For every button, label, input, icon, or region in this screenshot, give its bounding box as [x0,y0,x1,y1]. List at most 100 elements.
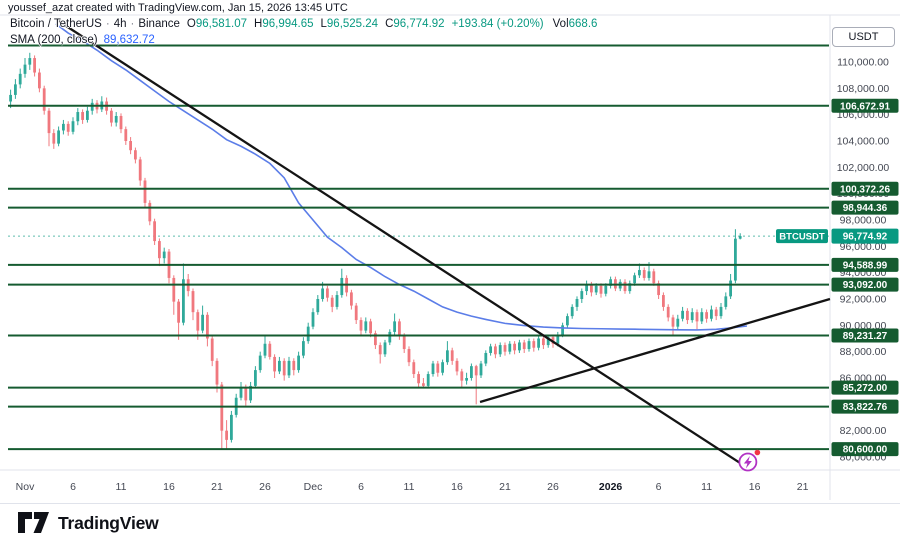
candle-body [134,150,137,160]
time-tick-label: Dec [304,481,323,493]
candle-body [364,321,368,331]
candle-body [503,345,507,352]
price-level-badge [831,257,899,272]
candle-body [52,133,56,144]
sma-indicator-label[interactable]: SMA (200, close) [10,34,98,46]
current-price-badge [831,228,899,244]
candle-body [714,309,718,317]
time-tick-label: Nov [16,481,35,493]
price-tick-label: 102,000.00 [837,162,890,174]
candle-body [215,360,219,385]
price-level-badge [831,399,899,414]
time-tick-label: 21 [797,481,809,493]
descending-trendline[interactable] [56,18,745,467]
candle-body [518,342,521,351]
candle-body [388,331,392,343]
alert-dot [754,449,761,456]
candle-body [657,283,660,296]
tradingview-logo[interactable]: TradingView [18,512,159,534]
candle-body [686,310,689,321]
high-value: 96,994.65 [262,18,314,30]
candle-body [465,378,468,381]
candle-body [330,297,334,307]
exchange-label[interactable]: Binance [138,18,180,30]
candle-body [580,291,584,299]
price-level-badge [831,181,899,196]
price-level-badge [831,98,899,113]
candle-body [225,430,228,440]
high-label: H [254,18,263,30]
candle-body [14,84,17,95]
candle-body [734,238,737,281]
candle-body [719,306,723,317]
candle-body [474,366,478,376]
candle-body [542,338,545,346]
indicator-legend: SMA (200, close) 89,632.72 [10,34,597,46]
candle-body [671,317,675,327]
time-tick-label: 16 [163,481,175,493]
symbol-legend: Bitcoin / TetherUS · 4h · Binance O96,581.07 H… [10,18,597,30]
ascending-trendline[interactable] [479,297,831,404]
candle-body [9,94,12,102]
candle-body [244,387,248,401]
time-tick-label: 16 [451,481,463,493]
time-tick-label: 16 [749,481,761,493]
price-tick-label: 96,000.00 [840,241,887,253]
change-value: +193.84 (+0.20%) [451,18,544,30]
candle-body [494,346,497,355]
candle-body [450,350,454,361]
time-tick-label: 6 [358,481,364,493]
candle-body [316,299,320,313]
candle-body [196,312,200,331]
symbol-price-label [776,229,828,244]
candle-body [306,326,310,342]
candle-body [599,285,603,294]
candle-body [153,221,156,242]
price-level-badge-text: 89,231.27 [843,331,888,342]
interval-label[interactable]: 4h [113,18,127,30]
candle-body [724,296,728,307]
currency-usdt-button[interactable]: USDT [832,27,895,47]
candle-body [729,280,732,297]
price-level-badge [831,442,899,457]
price-tick-label: 92,000.00 [840,294,887,306]
candle-body [282,360,286,376]
candle-body [417,374,420,384]
time-tick-label: 21 [211,481,223,493]
candle-body [647,271,651,278]
candle-body [239,387,243,398]
tradingview-logo-mark [18,512,49,533]
candle-body [38,72,41,89]
candle-body [292,360,296,371]
price-tick-label: 98,000.00 [840,215,887,227]
price-level-badge [831,328,899,343]
candle-body [340,277,344,296]
candle-body [570,306,574,317]
candle-body [676,318,680,327]
time-tick-label: 21 [499,481,511,493]
candle-body [623,281,627,292]
candle-body [422,383,425,386]
candle-body [407,349,411,363]
price-level-badge [831,277,899,292]
candle-body [263,343,267,356]
legend-separator: · [130,18,135,30]
sma-200-line[interactable] [55,23,748,331]
low-value: 96,525.24 [326,18,379,30]
candle-body [710,309,713,319]
symbol-title[interactable]: Bitcoin / TetherUS [10,18,102,30]
candle-body [76,112,80,122]
candle-body [143,180,147,203]
close-value: 96,774.92 [393,18,445,30]
candle-body [441,362,444,373]
candle-body [393,321,396,332]
time-tick-label: 11 [404,481,415,493]
time-tick-label: 6 [70,481,76,493]
candle-body [609,279,612,286]
price-tick-label: 108,000.00 [837,83,890,95]
candle-body [398,321,401,336]
lightning-alert-icon[interactable] [738,449,761,472]
candle-body [311,312,315,327]
legend-separator: · [105,18,110,30]
price-level-badge-text: 106,672.91 [840,101,890,112]
